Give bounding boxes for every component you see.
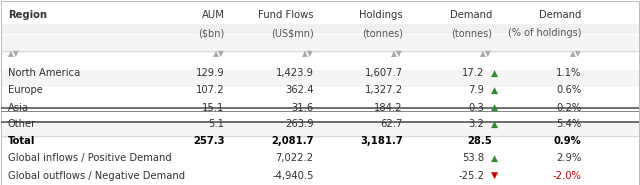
Text: 3,181.7: 3,181.7 bbox=[360, 136, 403, 146]
Text: ▲▼: ▲▼ bbox=[570, 49, 581, 58]
Text: ▲: ▲ bbox=[491, 86, 498, 95]
Text: (% of holdings): (% of holdings) bbox=[508, 28, 581, 38]
Text: 7.9: 7.9 bbox=[468, 85, 484, 95]
Text: 62.7: 62.7 bbox=[380, 119, 403, 129]
Text: (tonnes): (tonnes) bbox=[362, 28, 403, 38]
FancyBboxPatch shape bbox=[1, 105, 639, 122]
Text: ▲: ▲ bbox=[491, 154, 498, 163]
Text: AUM: AUM bbox=[202, 10, 225, 20]
FancyBboxPatch shape bbox=[1, 1, 639, 35]
Text: -2.0%: -2.0% bbox=[552, 171, 581, 181]
Text: 28.5: 28.5 bbox=[467, 136, 492, 146]
Text: -4,940.5: -4,940.5 bbox=[272, 171, 314, 181]
FancyBboxPatch shape bbox=[1, 138, 639, 154]
Text: 3.2: 3.2 bbox=[468, 119, 484, 129]
Text: (US$mn): (US$mn) bbox=[271, 28, 314, 38]
Text: 129.9: 129.9 bbox=[196, 68, 225, 78]
Text: 17.2: 17.2 bbox=[462, 68, 484, 78]
Text: 2.9%: 2.9% bbox=[556, 153, 581, 163]
Text: 257.3: 257.3 bbox=[193, 136, 225, 146]
Text: Global inflows / Positive Demand: Global inflows / Positive Demand bbox=[8, 153, 172, 163]
Text: ▲▼: ▲▼ bbox=[8, 49, 19, 58]
Text: ($bn): ($bn) bbox=[198, 28, 225, 38]
Text: 5.4%: 5.4% bbox=[556, 119, 581, 129]
Text: 0.9%: 0.9% bbox=[554, 136, 581, 146]
Text: North America: North America bbox=[8, 68, 80, 78]
Text: ▼: ▼ bbox=[491, 171, 498, 180]
Text: ▲: ▲ bbox=[491, 103, 498, 112]
Text: ▲: ▲ bbox=[491, 69, 498, 78]
Text: ▲▼: ▲▼ bbox=[212, 49, 225, 58]
Text: ▲▼: ▲▼ bbox=[391, 49, 403, 58]
Text: Demand: Demand bbox=[539, 10, 581, 20]
Text: Holdings: Holdings bbox=[359, 10, 403, 20]
Text: (tonnes): (tonnes) bbox=[451, 28, 492, 38]
Text: Other: Other bbox=[8, 119, 36, 129]
Text: ▲▼: ▲▼ bbox=[302, 49, 314, 58]
Text: 1.1%: 1.1% bbox=[556, 68, 581, 78]
FancyBboxPatch shape bbox=[1, 24, 639, 34]
FancyBboxPatch shape bbox=[1, 70, 639, 87]
Text: ▲▼: ▲▼ bbox=[480, 49, 492, 58]
FancyBboxPatch shape bbox=[1, 122, 639, 138]
Text: Fund Flows: Fund Flows bbox=[258, 10, 314, 20]
Text: 184.2: 184.2 bbox=[374, 103, 403, 113]
Text: 31.6: 31.6 bbox=[291, 103, 314, 113]
Text: Europe: Europe bbox=[8, 85, 43, 95]
Text: 53.8: 53.8 bbox=[462, 153, 484, 163]
Text: 107.2: 107.2 bbox=[196, 85, 225, 95]
Text: 1,327.2: 1,327.2 bbox=[365, 85, 403, 95]
FancyBboxPatch shape bbox=[1, 87, 639, 105]
Text: Asia: Asia bbox=[8, 103, 29, 113]
Text: 5.1: 5.1 bbox=[209, 119, 225, 129]
Text: 1,423.9: 1,423.9 bbox=[276, 68, 314, 78]
Text: 15.1: 15.1 bbox=[202, 103, 225, 113]
Text: Demand: Demand bbox=[450, 10, 492, 20]
Text: -25.2: -25.2 bbox=[458, 171, 484, 181]
Text: 1,607.7: 1,607.7 bbox=[365, 68, 403, 78]
Text: 7,022.2: 7,022.2 bbox=[275, 153, 314, 163]
Text: 2,081.7: 2,081.7 bbox=[271, 136, 314, 146]
FancyBboxPatch shape bbox=[1, 53, 639, 70]
Text: 263.9: 263.9 bbox=[285, 119, 314, 129]
Text: Region: Region bbox=[8, 10, 47, 20]
Text: ▲: ▲ bbox=[491, 120, 498, 129]
Text: 0.2%: 0.2% bbox=[556, 103, 581, 113]
Text: 0.6%: 0.6% bbox=[556, 85, 581, 95]
Text: Total: Total bbox=[8, 136, 35, 146]
FancyBboxPatch shape bbox=[1, 35, 639, 53]
Text: 362.4: 362.4 bbox=[285, 85, 314, 95]
Text: 0.3: 0.3 bbox=[468, 103, 484, 113]
Text: Global outflows / Negative Demand: Global outflows / Negative Demand bbox=[8, 171, 185, 181]
